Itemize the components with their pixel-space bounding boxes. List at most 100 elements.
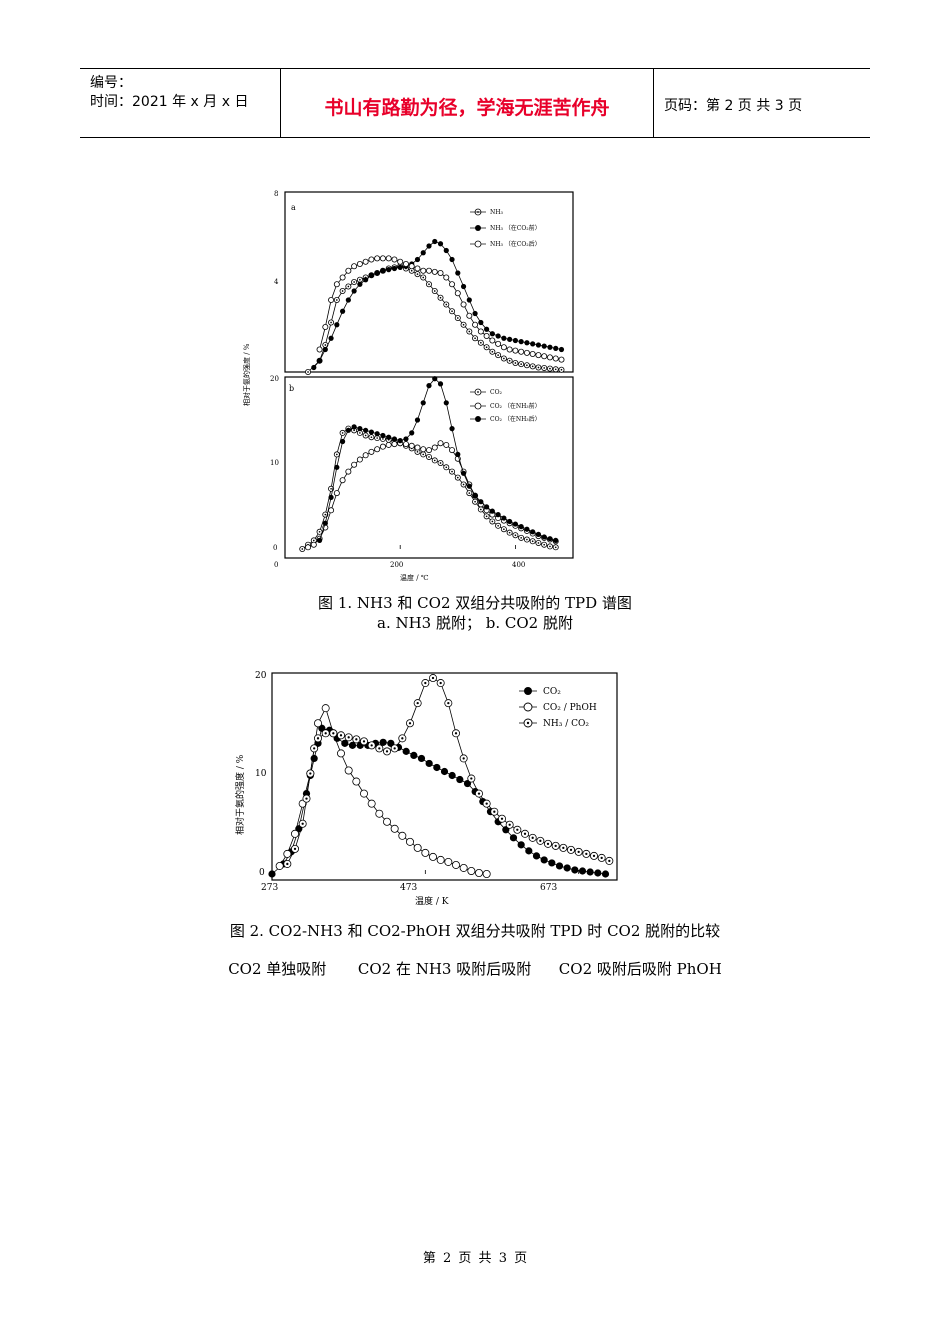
data-point xyxy=(460,283,467,290)
data-point xyxy=(548,859,556,867)
data-point xyxy=(440,767,449,776)
data-point xyxy=(362,258,369,265)
data-point xyxy=(571,866,579,874)
data-point xyxy=(414,265,421,272)
data-point xyxy=(391,441,398,448)
data-point-dot xyxy=(339,734,343,737)
data-point xyxy=(403,436,409,442)
data-point xyxy=(530,341,536,347)
data-point-dot xyxy=(286,862,289,866)
data-point xyxy=(472,493,478,499)
data-point xyxy=(524,526,530,532)
data-point-dot xyxy=(330,487,332,490)
data-point-dot xyxy=(554,546,557,549)
data-point xyxy=(467,866,476,875)
data-point-dot xyxy=(410,269,413,272)
data-point-dot xyxy=(520,536,522,539)
data-point xyxy=(578,867,587,875)
data-point xyxy=(367,799,376,808)
data-point-dot xyxy=(549,367,551,370)
data-point xyxy=(305,544,312,551)
figure-2-tpd-chart: 20 10 0 273 473 673 温度 / K 相对于氨的强度 / % C… xyxy=(234,671,618,907)
data-point-dot xyxy=(585,852,588,856)
data-point-dot xyxy=(531,365,534,368)
panel-a-frame xyxy=(284,191,574,373)
data-point xyxy=(368,448,375,455)
data-point xyxy=(586,868,594,876)
data-point-dot xyxy=(324,732,327,735)
data-point xyxy=(328,297,335,304)
data-point-dot xyxy=(543,367,546,369)
data-point xyxy=(448,771,456,780)
data-point xyxy=(380,432,386,439)
data-point xyxy=(283,849,292,858)
data-point xyxy=(478,319,484,326)
data-point-dot xyxy=(508,531,511,534)
data-point xyxy=(525,847,533,855)
figure-2-caption: 图 2. CO2-NH3 和 CO2-PhOH 双组分共吸附 TPD 时 CO2… xyxy=(229,922,721,940)
data-point xyxy=(390,824,399,833)
data-point-dot xyxy=(462,323,465,326)
data-point xyxy=(456,775,464,784)
data-point xyxy=(500,344,507,351)
data-point xyxy=(391,256,398,263)
data-point-dot xyxy=(428,283,430,286)
figure-1-x-axis-label: 温度 / ℃ xyxy=(400,573,429,582)
data-point-dot xyxy=(480,341,482,344)
data-point-dot xyxy=(313,747,316,750)
data-point-dot xyxy=(309,772,312,775)
data-point xyxy=(380,268,386,274)
data-point-dot xyxy=(370,744,373,747)
data-point xyxy=(518,348,525,355)
data-point xyxy=(379,738,387,746)
data-point-dot xyxy=(433,459,436,462)
data-point xyxy=(268,870,276,878)
data-point xyxy=(432,376,438,382)
data-point-dot xyxy=(439,462,442,464)
data-point xyxy=(524,340,530,346)
data-point xyxy=(449,256,455,263)
data-point xyxy=(428,852,437,861)
data-point xyxy=(386,267,392,273)
data-point xyxy=(409,430,415,436)
data-point xyxy=(275,861,284,870)
legend-marker-open xyxy=(474,402,482,410)
data-point-dot xyxy=(401,737,404,740)
data-point xyxy=(344,766,353,775)
panel-b-legend-label: CO₂ xyxy=(490,389,503,396)
data-point xyxy=(437,270,444,277)
data-point-dot xyxy=(439,296,442,299)
panel-b-legend-label: CO₂ （在NH₃后） xyxy=(490,415,541,423)
data-point xyxy=(316,358,323,364)
data-point xyxy=(466,483,472,489)
data-point-dot xyxy=(431,676,435,680)
data-point-dot xyxy=(520,363,522,365)
data-point xyxy=(535,531,542,537)
data-point xyxy=(402,261,409,268)
data-point-dot xyxy=(301,822,304,825)
series-line-0 xyxy=(302,428,556,550)
figure-2-plot-area xyxy=(268,674,614,878)
data-point xyxy=(443,247,449,254)
panel-b-xtick-label: 0 xyxy=(274,561,278,569)
data-point xyxy=(374,270,380,276)
data-point xyxy=(291,829,300,838)
data-point-dot xyxy=(451,470,453,473)
data-point xyxy=(351,288,357,294)
panel-b-ytick-label: 0 xyxy=(273,544,277,552)
data-point-dot xyxy=(341,432,344,434)
figure-2-ytick-label: 20 xyxy=(255,671,267,681)
series-line-0 xyxy=(271,727,606,875)
data-point xyxy=(352,777,361,786)
data-point-dot xyxy=(516,828,519,831)
figure-2-subcaption: CO2 在 NH3 吸附后吸附 xyxy=(357,960,532,978)
data-point-dot xyxy=(543,543,546,546)
data-point-dot xyxy=(324,513,327,516)
data-point xyxy=(489,337,496,344)
figure-2-ytick-label: 0 xyxy=(259,868,265,878)
data-point xyxy=(484,504,490,510)
data-point xyxy=(552,355,559,362)
data-point xyxy=(391,436,398,442)
data-point-dot xyxy=(569,848,573,852)
data-point-dot xyxy=(554,368,557,371)
